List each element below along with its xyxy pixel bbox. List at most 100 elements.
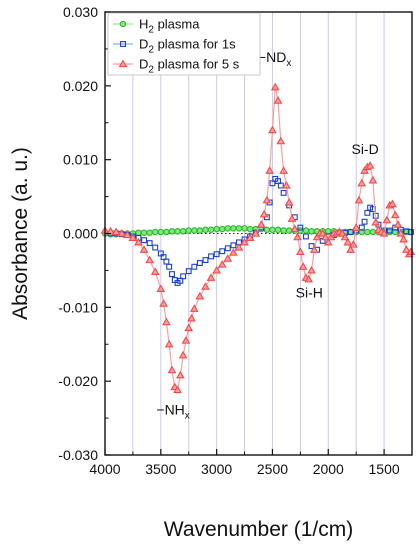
data-point [274, 226, 282, 234]
data-point [213, 225, 220, 233]
data-point [277, 182, 284, 189]
x-tick-label: 4000 [89, 461, 120, 477]
data-point [176, 370, 185, 379]
data-point [224, 225, 232, 232]
x-axis-title: Wavenumber (1/cm) [164, 518, 353, 541]
data-point [234, 243, 244, 251]
data-point [351, 223, 361, 231]
data-point [298, 262, 308, 270]
data-point [270, 82, 280, 91]
data-point [134, 237, 143, 246]
y-tick-label: 0.030 [63, 4, 98, 20]
data-point [235, 225, 243, 232]
data-point [135, 229, 142, 237]
data-point [166, 263, 173, 270]
data-point [162, 317, 171, 326]
peak-annotation: −NDx [258, 49, 291, 69]
data-point [206, 273, 216, 281]
y-tick-label: 0.000 [63, 226, 98, 242]
data-point [390, 210, 400, 219]
x-tick-label: 1500 [369, 461, 400, 477]
data-point [145, 255, 155, 264]
data-point [297, 224, 304, 231]
x-tick-label: 3000 [201, 461, 232, 477]
data-point [386, 227, 393, 234]
data-point [256, 220, 266, 228]
peak-annotation: Si-H [296, 285, 323, 301]
data-point [117, 228, 127, 237]
y-tick-label: -0.030 [58, 447, 98, 463]
data-point [312, 232, 322, 241]
series-line [104, 87, 412, 392]
data-point [399, 234, 408, 243]
data-point [402, 245, 411, 253]
y-axis-title: Absorbance (a. u.) [9, 147, 32, 320]
data-point [407, 229, 414, 235]
data-point [120, 41, 126, 47]
data-point [180, 273, 187, 280]
data-point [280, 189, 287, 196]
data-point [326, 232, 336, 241]
data-point [196, 227, 204, 234]
data-point [307, 265, 316, 274]
data-point [354, 195, 364, 204]
data-point [150, 267, 160, 275]
legend-entry-label: D2 plasma for 5 s [139, 57, 240, 76]
data-point [179, 228, 187, 235]
data-point [213, 251, 220, 258]
data-point [287, 214, 297, 222]
data-point [337, 228, 347, 237]
y-tick-label: 0.010 [63, 152, 98, 168]
legend-entry-label: H2 plasma [139, 17, 200, 36]
series-triangle [100, 82, 416, 394]
data-point [280, 227, 287, 234]
legend-box [107, 12, 261, 76]
data-point [187, 313, 196, 322]
data-point [168, 228, 176, 235]
data-point [302, 233, 309, 240]
data-point [325, 228, 332, 235]
data-point [379, 228, 389, 237]
data-point [146, 229, 153, 237]
data-point [157, 228, 165, 236]
data-point [122, 230, 132, 239]
data-point [141, 237, 148, 244]
data-point [230, 242, 237, 249]
data-point [396, 228, 406, 237]
data-point [217, 260, 227, 268]
data-point [151, 228, 159, 236]
data-point [273, 96, 283, 104]
data-point [152, 244, 159, 251]
data-point [208, 253, 215, 260]
data-point [191, 263, 198, 270]
data-point [371, 217, 381, 226]
data-point [357, 178, 367, 187]
data-point [268, 125, 277, 134]
data-point [146, 240, 153, 247]
data-point [185, 268, 192, 275]
data-point [388, 199, 397, 208]
data-point [191, 227, 198, 234]
data-point [139, 245, 149, 253]
data-point [201, 282, 210, 290]
data-point [262, 195, 272, 204]
data-point [347, 229, 354, 235]
data-point [207, 226, 215, 234]
annotation-layer: −NDx Si-D Si-H −NHx [156, 49, 378, 421]
data-point [189, 304, 199, 312]
data-point [361, 218, 368, 225]
data-point [349, 240, 358, 248]
data-point [212, 265, 221, 274]
data-point [240, 237, 249, 246]
data-point [173, 385, 182, 394]
data-point [368, 175, 378, 184]
data-point [164, 339, 174, 348]
x-tick-label: 3500 [145, 461, 176, 477]
data-point [318, 228, 328, 237]
data-point [128, 233, 138, 242]
data-point [285, 227, 293, 234]
data-point [185, 227, 192, 234]
data-point [118, 59, 128, 68]
